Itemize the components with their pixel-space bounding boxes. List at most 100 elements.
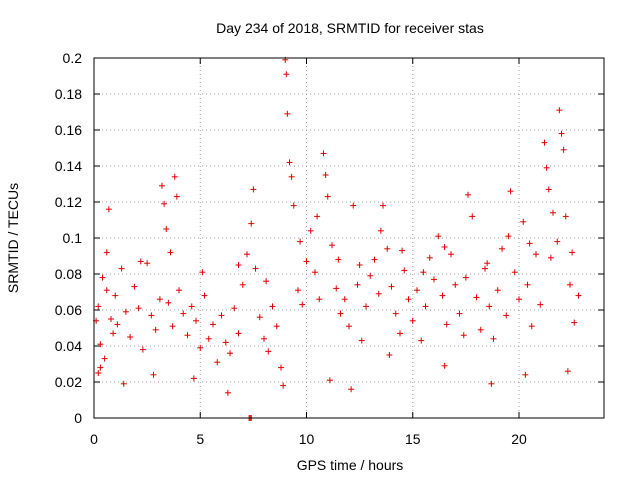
x-tick-label: 20: [511, 431, 527, 447]
data-point: [105, 206, 112, 213]
data-point: [173, 193, 180, 200]
data-point: [127, 334, 134, 340]
y-tick-label: 0.12: [55, 194, 82, 210]
data-points: [93, 56, 582, 421]
data-point: [426, 254, 433, 261]
data-point: [197, 344, 204, 351]
data-point: [363, 303, 369, 310]
data-point: [516, 296, 522, 303]
data-point: [452, 281, 459, 288]
data-point: [543, 164, 550, 171]
y-tick-label: 0.14: [55, 158, 82, 174]
data-point: [167, 249, 174, 256]
data-point: [97, 341, 104, 348]
data-point: [469, 213, 476, 220]
data-point: [180, 310, 187, 317]
data-point: [295, 287, 301, 294]
data-point: [329, 242, 335, 249]
data-point: [283, 71, 290, 78]
data-point: [490, 335, 497, 342]
data-point: [135, 305, 142, 312]
data-point: [494, 287, 501, 294]
x-tick-label: 10: [299, 431, 315, 447]
x-tick-label: 5: [196, 431, 204, 447]
grid-lines: [94, 58, 604, 418]
data-point: [448, 251, 454, 258]
data-point: [505, 233, 512, 240]
data-point: [337, 310, 344, 317]
data-point: [118, 265, 125, 272]
data-point: [435, 233, 442, 240]
data-point: [569, 249, 576, 256]
data-point: [371, 256, 378, 263]
data-point: [375, 290, 382, 297]
data-point: [431, 276, 437, 283]
data-point: [184, 332, 191, 339]
data-point: [235, 330, 242, 337]
data-point: [499, 245, 505, 252]
data-point: [488, 380, 495, 387]
data-point: [460, 332, 467, 339]
data-point: [224, 389, 231, 396]
y-axis-label: SRMTID / TECUs: [5, 183, 21, 293]
data-point: [443, 321, 450, 328]
y-tick-label: 0.08: [55, 266, 82, 282]
data-point: [386, 352, 393, 358]
data-point: [95, 303, 102, 310]
data-point: [137, 258, 144, 265]
data-point: [335, 256, 342, 263]
data-point: [231, 305, 238, 312]
data-point: [210, 321, 216, 328]
data-point: [405, 296, 412, 303]
data-point: [307, 227, 314, 234]
data-point: [284, 110, 291, 117]
data-point: [333, 285, 340, 292]
data-point: [156, 296, 163, 303]
data-point: [131, 283, 138, 290]
data-point: [547, 254, 554, 261]
data-point: [422, 303, 429, 310]
data-point: [97, 364, 104, 371]
data-point: [322, 172, 329, 178]
data-point: [418, 337, 425, 344]
data-point: [409, 317, 416, 324]
data-point: [420, 269, 427, 276]
data-point: [384, 245, 391, 252]
data-point: [554, 238, 561, 245]
data-point: [567, 281, 573, 288]
data-point: [350, 202, 357, 209]
data-point: [456, 310, 463, 317]
data-point: [169, 323, 176, 330]
data-point: [473, 294, 480, 301]
data-point: [205, 335, 212, 342]
data-point: [441, 362, 448, 369]
data-point: [556, 107, 563, 114]
data-point: [114, 321, 121, 328]
data-point: [522, 371, 529, 378]
data-point: [122, 308, 129, 315]
data-point: [110, 330, 117, 337]
y-tick-label: 0.02: [55, 374, 82, 390]
axis-ticks: 0 0.02 0.04 0.06 0.08 0.1 0.12 0.14 0.16 0.18 0.2 0…: [55, 50, 604, 447]
data-point: [520, 218, 527, 225]
data-point: [139, 346, 146, 353]
data-point: [575, 292, 582, 299]
data-point: [526, 240, 533, 247]
data-point: [550, 209, 556, 216]
y-tick-label: 0.04: [55, 338, 82, 354]
data-point: [316, 296, 323, 303]
data-point: [297, 238, 304, 245]
data-point: [112, 292, 119, 299]
data-point: [348, 386, 355, 393]
data-point: [533, 251, 539, 258]
data-point: [477, 326, 484, 333]
data-point: [235, 262, 242, 268]
data-point: [273, 323, 280, 330]
data-point: [354, 281, 361, 288]
data-point: [95, 370, 102, 376]
data-point: [222, 339, 229, 346]
data-point: [199, 269, 206, 276]
data-point: [367, 272, 374, 279]
data-point: [484, 260, 491, 267]
